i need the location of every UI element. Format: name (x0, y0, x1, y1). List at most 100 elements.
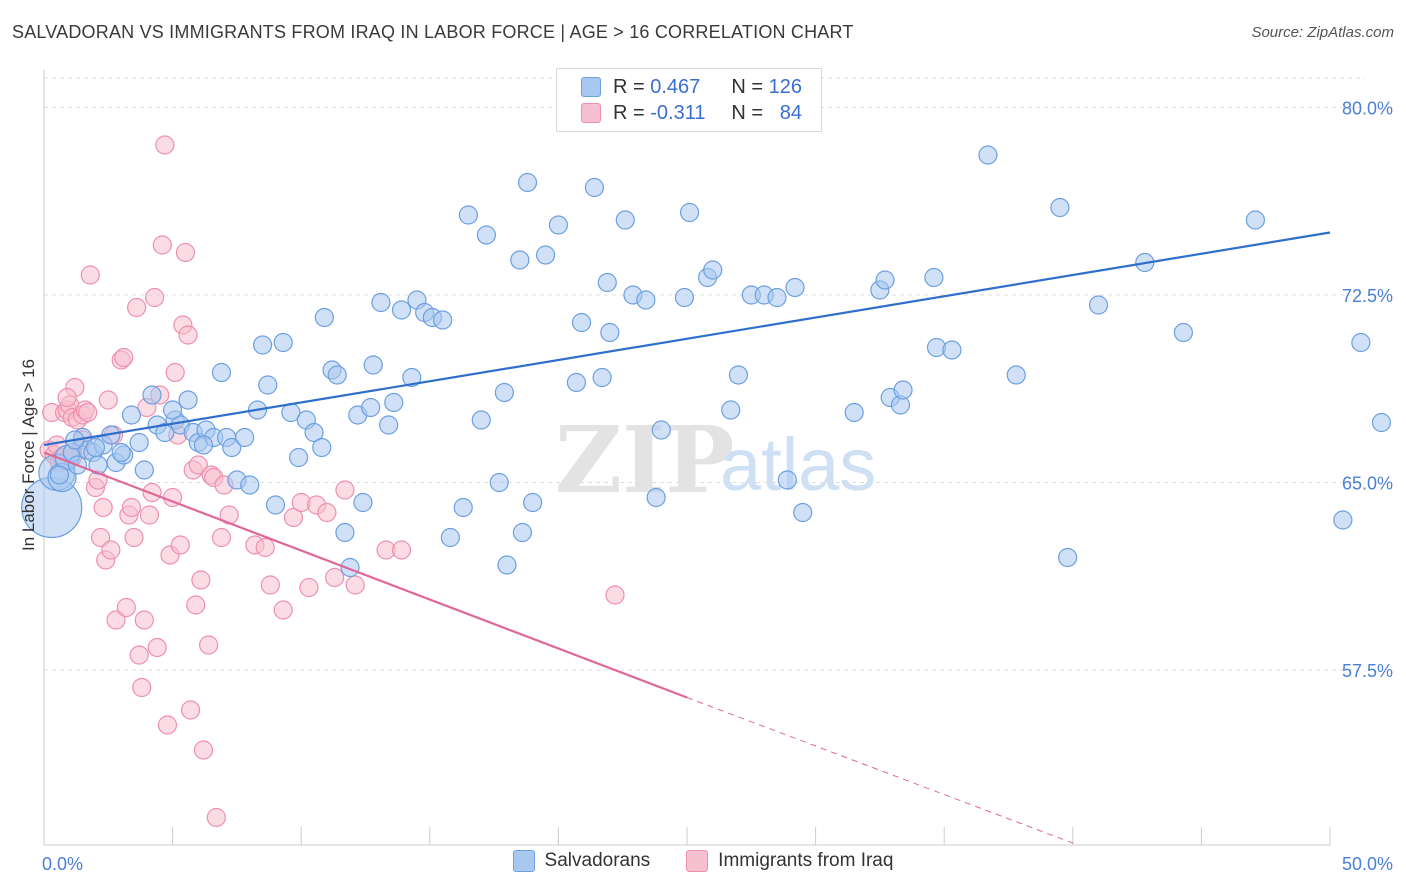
iraq-point (188, 455, 208, 475)
salvadoran-point (402, 367, 422, 388)
salvadoran-point (85, 437, 106, 458)
watermark: ZIP atlas (555, 406, 876, 514)
iraq-trend-extension (686, 697, 1079, 846)
iraq-point (391, 540, 412, 560)
legend-n-label: N = (731, 101, 764, 124)
legend-r-label: R = (613, 75, 645, 98)
salvadoran-point (592, 367, 612, 388)
pink-swatch-icon (686, 850, 709, 872)
salvadoran-point (458, 205, 478, 225)
salvadoran-point (584, 177, 605, 198)
iraq-point (157, 715, 178, 735)
iraq-point (144, 287, 165, 308)
iraq-point (299, 577, 319, 598)
iraq-point (165, 362, 185, 383)
legend-item-salvadorans: Salvadorans (512, 850, 651, 872)
iraq-point (57, 387, 77, 408)
iraq-trend-line (43, 451, 688, 699)
salvadoran-point (265, 495, 286, 515)
salvadoran-point (312, 437, 332, 458)
salvadoran-point (453, 497, 473, 518)
salvadoran-point (942, 340, 962, 360)
iraq-point (283, 507, 304, 528)
salvadoran-point (893, 380, 913, 400)
salvadoran-point (571, 312, 592, 333)
salvadoran-point (615, 210, 635, 230)
salvadoran-point (793, 502, 813, 523)
legend-r-value: -0.311 (650, 101, 706, 124)
iraq-point (129, 645, 149, 665)
salvadoran-point (651, 420, 671, 440)
iraq-point (90, 527, 111, 548)
salvadoran-trend-line (43, 231, 1331, 447)
salvadoran-point (211, 362, 232, 383)
salvadoran-point (178, 390, 198, 410)
salvadoran-point (371, 292, 391, 313)
salvadoran-point (875, 270, 895, 290)
salvadoran-point (636, 290, 656, 310)
salvadoran-point (777, 470, 797, 490)
x-tick-label: 50.0% (1342, 854, 1393, 874)
salvadoran-point (163, 400, 183, 420)
salvadoran-point (129, 432, 149, 453)
salvadoran-point (548, 215, 569, 235)
legend-r-value: 0.467 (650, 75, 701, 98)
salvadoran-point (379, 415, 399, 435)
iraq-point (317, 502, 337, 523)
iraq-point (260, 575, 280, 595)
salvadoran-point (440, 527, 460, 548)
trend-lines (43, 231, 1331, 846)
y-axis-label: In Labor Force | Age > 16 (19, 359, 38, 551)
series-legend: Salvadorans Immigrants from Iraq (0, 850, 1406, 872)
salvadoran-point (489, 472, 509, 493)
iraq-point (78, 402, 98, 423)
salvadoran-point (433, 310, 453, 330)
salvadoran-point (384, 392, 404, 413)
salvadoran-point (273, 332, 293, 353)
legend-row-salvadorans: R = 0.467 N = 126 (581, 75, 802, 99)
salvadoran-point (1351, 332, 1371, 353)
source-label: Source: ZipAtlas.com (1251, 24, 1394, 41)
iraq-point (181, 700, 201, 720)
iraq-point (211, 527, 232, 548)
salvadoran-point (327, 365, 347, 385)
iraq-point (114, 347, 134, 368)
y-tick-label: 57.5% (1342, 661, 1393, 681)
pink-swatch-icon (581, 103, 601, 123)
salvadoran-point (597, 272, 617, 293)
legend-n-value: 126 (768, 75, 802, 98)
salvadoran-point (304, 422, 324, 443)
legend-n-label: N = (731, 75, 764, 98)
iraq-point (147, 637, 167, 658)
salvadoran-point (721, 400, 741, 420)
salvadoran-point (134, 460, 154, 480)
iraq-point (170, 535, 190, 555)
salvadoran-point (1245, 210, 1266, 230)
iraq-point (273, 600, 293, 620)
salvadoran-point (335, 522, 355, 543)
salvadoran-point (517, 172, 538, 193)
salvadoran-point (193, 435, 214, 455)
salvadoran-point (512, 522, 532, 543)
salvadoran-point (1371, 412, 1392, 433)
salvadoran-point (785, 277, 805, 298)
salvadoran-point (353, 492, 373, 513)
iraq-point (93, 497, 113, 518)
blue-swatch-icon (581, 77, 601, 97)
salvadoran-point (497, 555, 517, 575)
salvadoran-point (391, 300, 412, 320)
iraq-point (345, 575, 365, 595)
iraq-point (139, 505, 160, 525)
salvadoran-point (1058, 547, 1078, 568)
legend-label-salvadorans: Salvadorans (544, 850, 651, 871)
iraq-point (101, 540, 121, 560)
blue-swatch-icon (512, 850, 535, 872)
iraq-point (124, 527, 144, 548)
tick-labels: 57.5% 65.0% 72.5% 80.0% 0.0% 50.0% (42, 99, 1393, 875)
iraq-point (175, 242, 196, 263)
salvadoran-point (1173, 322, 1193, 343)
salvadoran-point (49, 465, 70, 485)
salvadoran-point (646, 487, 666, 508)
iraq-points (39, 135, 625, 828)
